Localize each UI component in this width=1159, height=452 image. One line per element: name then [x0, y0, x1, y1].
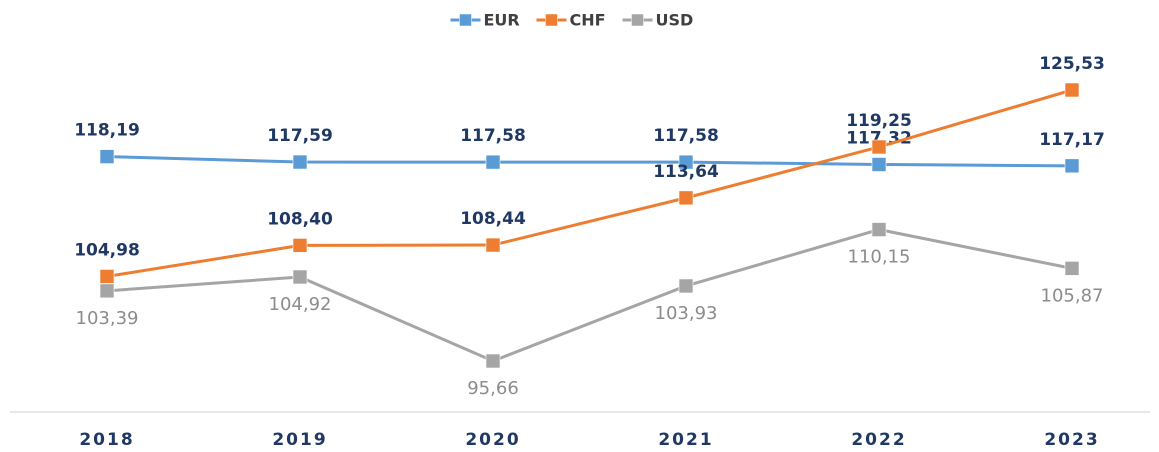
point	[485, 154, 501, 170]
x-tick-label: 2018	[79, 430, 134, 450]
point	[292, 238, 308, 253]
x-tick-label: 2019	[272, 430, 327, 450]
data-label: 104,92	[269, 294, 332, 315]
data-label: 119,25	[846, 111, 912, 131]
legend-label: EUR	[484, 11, 520, 30]
data-label: 125,53	[1039, 54, 1105, 74]
data-label: 95,66	[467, 378, 519, 399]
data-label: 117,58	[460, 126, 526, 146]
legend-marker	[459, 13, 472, 27]
data-label: 108,44	[460, 209, 526, 229]
legend-label: USD	[656, 11, 694, 30]
data-label: 104,98	[74, 240, 140, 260]
data-label: 103,93	[655, 303, 718, 324]
point	[678, 154, 694, 170]
data-label: 118,19	[74, 121, 140, 141]
x-tick-label: 2020	[465, 430, 520, 450]
point	[99, 283, 115, 299]
data-label: 103,39	[76, 308, 139, 329]
series-line	[106, 88, 1073, 278]
data-label: 110,15	[848, 247, 911, 268]
point	[1064, 82, 1080, 98]
data-label: 108,40	[267, 209, 333, 229]
point	[99, 149, 115, 164]
point	[292, 154, 308, 170]
x-tick-label: 2021	[658, 430, 713, 450]
legend-marker	[631, 13, 644, 27]
series-line	[106, 227, 1073, 363]
x-tick-label: 2022	[851, 430, 906, 450]
point	[678, 278, 694, 294]
data-label: 117,17	[1039, 130, 1105, 150]
point	[99, 269, 115, 284]
point	[871, 139, 887, 155]
point	[485, 237, 501, 253]
point	[871, 157, 887, 172]
point	[1064, 158, 1080, 174]
series-line	[106, 155, 1073, 168]
legend-marker	[545, 13, 558, 27]
data-label: 113,64	[653, 162, 719, 182]
data-label: 105,87	[1041, 285, 1104, 306]
point	[1064, 261, 1080, 276]
point	[678, 190, 694, 206]
data-label: 117,59	[267, 126, 333, 146]
data-label: 117,58	[653, 126, 719, 146]
point	[292, 269, 308, 285]
x-tick-label: 2023	[1044, 430, 1099, 450]
point	[485, 353, 501, 369]
point	[871, 222, 887, 237]
legend-label: CHF	[570, 11, 606, 30]
